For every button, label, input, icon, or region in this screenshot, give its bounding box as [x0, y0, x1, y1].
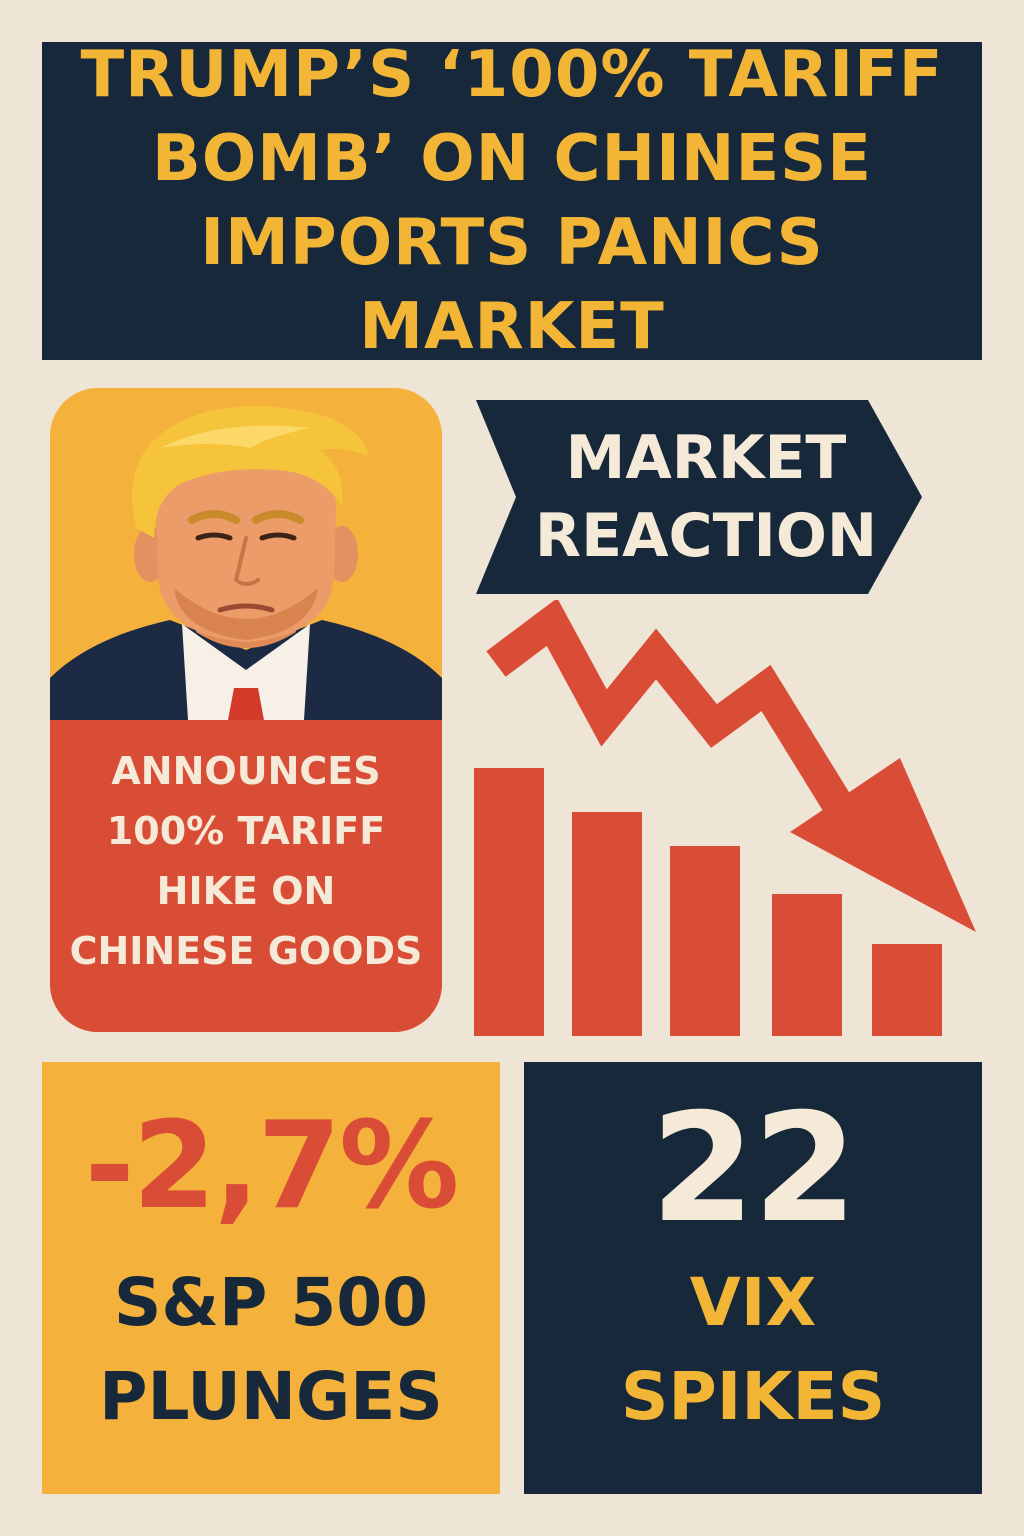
vix-label: VIX SPIKES — [524, 1256, 982, 1444]
announcement-caption: ANNOUNCES 100% TARIFF HIKE ON CHINESE GO… — [50, 720, 442, 1032]
chart-bar-1 — [474, 768, 544, 1036]
market-reaction-banner: MARKET REACTION — [476, 400, 922, 594]
reaction-line-2: REACTION — [534, 501, 878, 571]
trump-portrait-icon — [50, 405, 442, 720]
falling-chart-illustration — [468, 600, 988, 1040]
headline-line-2: BOMB’ ON CHINESE — [152, 122, 872, 196]
vix-label-line-2: SPIKES — [620, 1358, 886, 1435]
headline-line-3: IMPORTS PANICS MARKET — [200, 206, 824, 364]
arrow-banner-icon — [476, 400, 922, 594]
falling-bar-chart-icon — [474, 600, 976, 1036]
chart-bar-4 — [772, 894, 842, 1036]
headline-banner: TRUMP’S ‘100% TARIFF BOMB’ ON CHINESE IM… — [42, 38, 982, 364]
announcement-card: ANNOUNCES 100% TARIFF HIKE ON CHINESE GO… — [50, 388, 442, 1032]
vix-stat-card: 22 VIX SPIKES — [524, 1062, 982, 1494]
announcement-text: ANNOUNCES 100% TARIFF HIKE ON CHINESE GO… — [70, 741, 423, 981]
announcement-line-4: CHINESE GOODS — [69, 929, 423, 973]
sp500-label-line-1: S&P 500 — [113, 1264, 429, 1341]
sp500-label: S&P 500 PLUNGES — [42, 1256, 500, 1444]
portrait-illustration — [50, 388, 442, 720]
market-reaction-label: MARKET REACTION — [516, 420, 896, 574]
announcement-line-1: ANNOUNCES — [111, 749, 381, 793]
sp500-label-line-2: PLUNGES — [99, 1358, 443, 1435]
headline-title: TRUMP’S ‘100% TARIFF BOMB’ ON CHINESE IM… — [42, 33, 982, 369]
down-trend-line — [486, 600, 854, 817]
reaction-line-1: MARKET — [565, 423, 847, 493]
vix-label-line-1: VIX — [689, 1264, 817, 1341]
sp500-change-value: -2,7% — [84, 1097, 460, 1236]
headline-line-1: TRUMP’S ‘100% TARIFF — [80, 38, 944, 112]
chart-bar-3 — [670, 846, 740, 1036]
announcement-line-2: 100% TARIFF — [106, 809, 386, 853]
down-arrow-head-icon — [790, 758, 976, 932]
announcement-line-3: HIKE ON — [156, 869, 336, 913]
chart-bar-5 — [872, 944, 942, 1036]
chart-bar-2 — [572, 812, 642, 1036]
sp500-stat-card: -2,7% S&P 500 PLUNGES — [42, 1062, 500, 1494]
vix-value: 22 — [650, 1082, 858, 1256]
